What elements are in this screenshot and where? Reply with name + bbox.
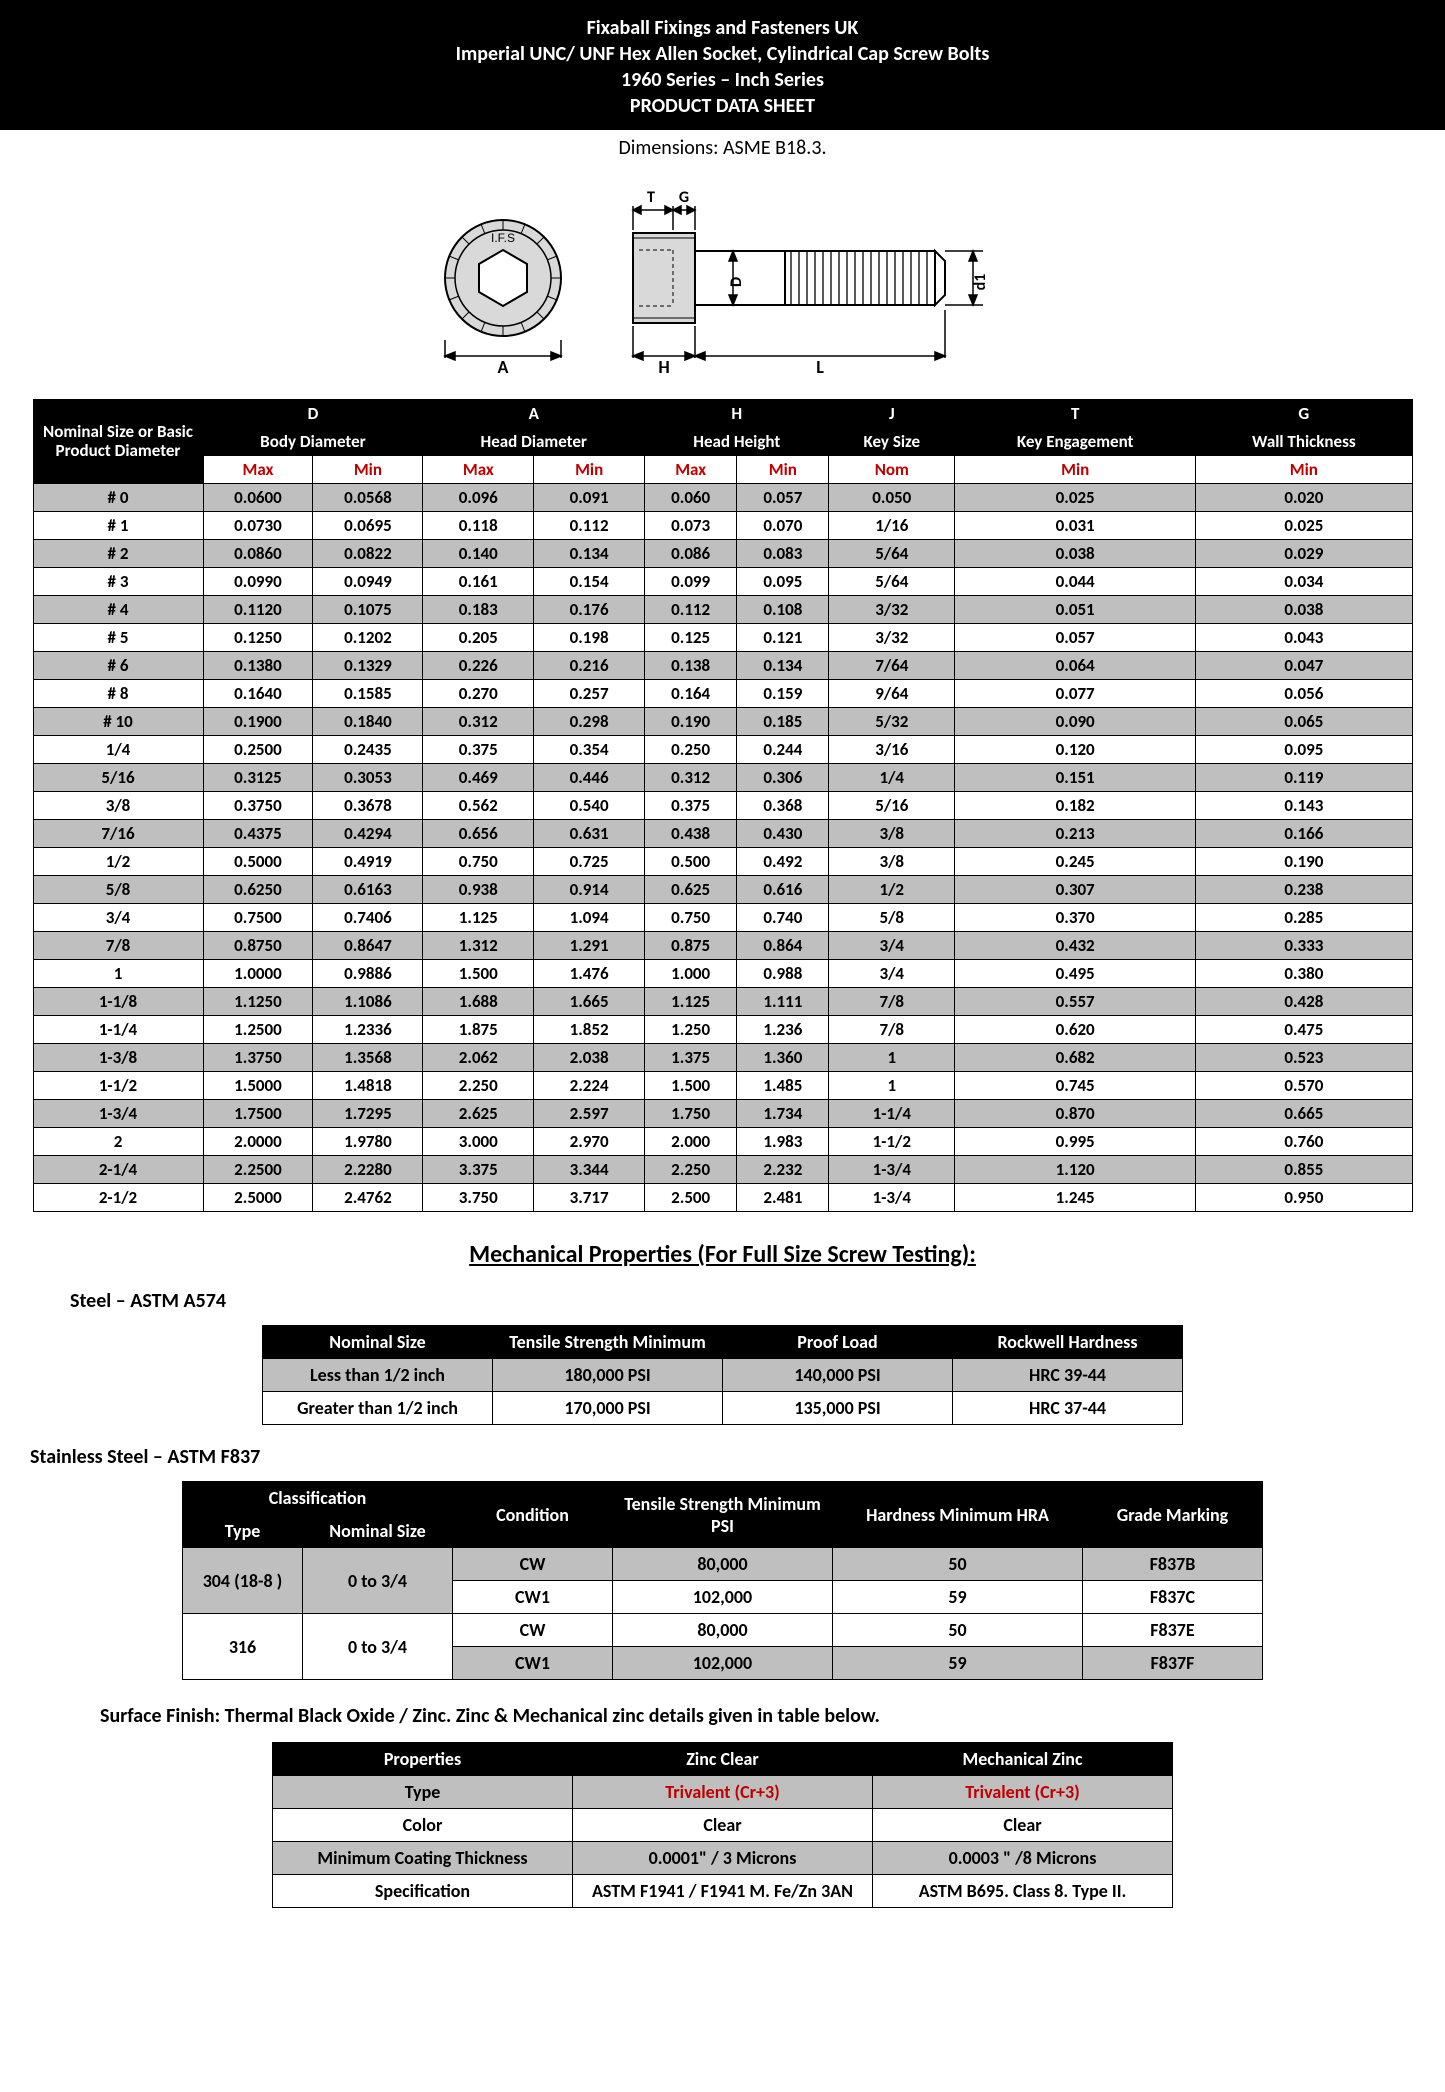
steel-row: Greater than 1/2 inch170,000 PSI135,000 … (263, 1392, 1183, 1425)
header-line3: 1960 Series – Inch Series (0, 68, 1445, 92)
dim-row: 1-3/41.75001.72952.6252.5971.7501.7341-1… (33, 1100, 1412, 1128)
dim-row: 1-3/81.37501.35682.0622.0381.3751.36010.… (33, 1044, 1412, 1072)
steel-row: Less than 1/2 inch180,000 PSI140,000 PSI… (263, 1359, 1183, 1392)
header-banner: Fixaball Fixings and Fasteners UK Imperi… (0, 0, 1445, 130)
stainless-title: Stainless Steel – ASTM F837 (30, 1445, 1445, 1469)
dim-row: 2-1/22.50002.47623.7503.7172.5002.4811-3… (33, 1184, 1412, 1212)
zinc-row: SpecificationASTM F1941 / F1941 M. Fe/Zn… (273, 1875, 1173, 1908)
dim-row: # 30.09900.09490.1610.1540.0990.0955/640… (33, 568, 1412, 596)
brand-text: I.F.S (490, 231, 514, 245)
header-line1: Fixaball Fixings and Fasteners UK (0, 16, 1445, 40)
dim-row: 11.00000.98861.5001.4761.0000.9883/40.49… (33, 960, 1412, 988)
dim-row: # 80.16400.15850.2700.2570.1640.1599/640… (33, 680, 1412, 708)
stainless-row: 304 (18-8 )0 to 3/4CW80,00050F837B (183, 1548, 1263, 1581)
dim-row: 7/80.87500.86471.3121.2910.8750.8643/40.… (33, 932, 1412, 960)
dimensions-standard: Dimensions: ASME B18.3. (0, 130, 1445, 170)
dim-label-L: L (816, 356, 824, 378)
header-line2: Imperial UNC/ UNF Hex Allen Socket, Cyli… (0, 42, 1445, 66)
zinc-row: TypeTrivalent (Cr+3)Trivalent (Cr+3) (273, 1776, 1173, 1809)
screw-diagram: I.F.S A (0, 170, 1445, 399)
dim-row: 1-1/21.50001.48182.2502.2241.5001.48510.… (33, 1072, 1412, 1100)
dim-label-d1: d1 (971, 274, 990, 291)
steel-title: Steel – ASTM A574 (70, 1289, 1445, 1313)
dim-row: # 100.19000.18400.3120.2980.1900.1855/32… (33, 708, 1412, 736)
dim-row: 1-1/41.25001.23361.8751.8521.2501.2367/8… (33, 1016, 1412, 1044)
zinc-table: PropertiesZinc ClearMechanical Zinc Type… (272, 1742, 1173, 1908)
dim-row: # 40.11200.10750.1830.1760.1120.1083/320… (33, 596, 1412, 624)
dim-row: # 00.06000.05680.0960.0910.0600.0570.050… (33, 484, 1412, 512)
stainless-row: 3160 to 3/4CW80,00050F837E (183, 1614, 1263, 1647)
steel-table: Nominal SizeTensile Strength MinimumProo… (262, 1325, 1183, 1425)
header-line4: PRODUCT DATA SHEET (0, 94, 1445, 118)
dim-row: 2-1/42.25002.22803.3753.3442.2502.2321-3… (33, 1156, 1412, 1184)
stainless-table: ClassificationConditionTensile Strength … (182, 1481, 1263, 1680)
mech-props-title: Mechanical Properties (For Full Size Scr… (0, 1240, 1445, 1269)
dim-row: # 50.12500.12020.2050.1980.1250.1213/320… (33, 624, 1412, 652)
dim-label-H: H (658, 356, 669, 378)
dim-row: 7/160.43750.42940.6560.6310.4380.4303/80… (33, 820, 1412, 848)
dim-label-G: G (678, 188, 688, 207)
dimensions-table: Nominal Size or Basic Product DiameterDA… (33, 399, 1413, 1212)
dim-row: 3/80.37500.36780.5620.5400.3750.3685/160… (33, 792, 1412, 820)
dim-row: # 20.08600.08220.1400.1340.0860.0835/640… (33, 540, 1412, 568)
zinc-row: Minimum Coating Thickness0.0001" / 3 Mic… (273, 1842, 1173, 1875)
dim-row: 1/40.25000.24350.3750.3540.2500.2443/160… (33, 736, 1412, 764)
dim-label-T: T (647, 188, 655, 207)
dim-label-A: A (497, 356, 508, 378)
dim-row: # 10.07300.06950.1180.1120.0730.0701/160… (33, 512, 1412, 540)
dim-row: 22.00001.97803.0002.9702.0001.9831-1/20.… (33, 1128, 1412, 1156)
dim-label-D: D (727, 277, 746, 287)
zinc-row: ColorClearClear (273, 1809, 1173, 1842)
dim-row: 1-1/81.12501.10861.6881.6651.1251.1117/8… (33, 988, 1412, 1016)
dim-row: 3/40.75000.74061.1251.0940.7500.7405/80.… (33, 904, 1412, 932)
dim-row: 1/20.50000.49190.7500.7250.5000.4923/80.… (33, 848, 1412, 876)
dim-row: 5/160.31250.30530.4690.4460.3120.3061/40… (33, 764, 1412, 792)
dim-row: # 60.13800.13290.2260.2160.1380.1347/640… (33, 652, 1412, 680)
dim-row: 5/80.62500.61630.9380.9140.6250.6161/20.… (33, 876, 1412, 904)
finish-note: Surface Finish: Thermal Black Oxide / Zi… (100, 1704, 1445, 1728)
